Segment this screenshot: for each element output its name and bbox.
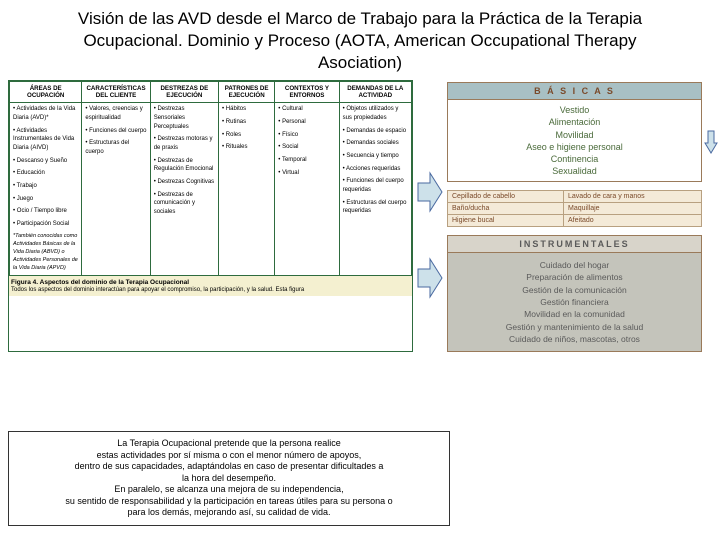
page-title: Visión de las AVD desde el Marco de Trab… <box>0 0 720 80</box>
main-row: ÁREAS DE OCUPACIÓN CARACTERÍSTICAS DEL C… <box>0 80 720 352</box>
li: Descanso y Sueño <box>13 157 78 166</box>
th-contextos: CONTEXTOS Y ENTORNOS <box>275 82 339 103</box>
table-footer: Figura 4. Aspectos del dominio de la Ter… <box>9 275 412 296</box>
li: Actividades Instrumentales de Vida Diari… <box>13 127 78 153</box>
cell-destrezas: Destrezas Sensoriales Perceptuales Destr… <box>150 103 218 275</box>
li: Roles <box>222 131 271 140</box>
th-areas: ÁREAS DE OCUPACIÓN <box>10 82 82 103</box>
basicas-item: Sexualidad <box>450 165 699 177</box>
basicas-item: Movilidad <box>450 129 699 141</box>
li: Ocio / Tiempo libre <box>13 207 78 216</box>
li: Personal <box>278 118 335 127</box>
li: Funciones del cuerpo <box>85 127 146 136</box>
basicas-body: Vestido Alimentación Movilidad Aseo e hi… <box>448 100 701 181</box>
th-caract: CARACTERÍSTICAS DEL CLIENTE <box>82 82 150 103</box>
li: Juego <box>13 195 78 204</box>
table-body-row: Actividades de la Vida Diaria (AVD)* Act… <box>10 103 412 275</box>
li: Estructuras del cuerpo requeridas <box>343 199 408 216</box>
li: Demandas de espacio <box>343 127 408 136</box>
li: Rutinas <box>222 118 271 127</box>
instr-item: Cuidado de niños, mascotas, otros <box>452 333 697 345</box>
li: Trabajo <box>13 182 78 191</box>
th-patrones: PATRONES DE EJECUCIÓN <box>219 82 275 103</box>
footer-text: Todos los aspectos del dominio interactú… <box>11 287 304 293</box>
li: Rituales <box>222 143 271 152</box>
li: Destrezas Cognitivas <box>154 178 215 187</box>
arrow-right-icon <box>417 257 443 299</box>
li: Físico <box>278 131 335 140</box>
li: Temporal <box>278 156 335 165</box>
col0-note: *También conocidas como Actividades Bási… <box>13 233 78 273</box>
li: Hábitos <box>222 105 271 114</box>
li: Secuencia y tiempo <box>343 152 408 161</box>
li: Participación Social <box>13 220 78 229</box>
sub-cell: Higiene bucal <box>448 215 564 227</box>
instr-head: INSTRUMENTALES <box>448 236 701 253</box>
instr-item: Cuidado del hogar <box>452 259 697 271</box>
li: Objetos utilizados y sus propiedades <box>343 105 408 122</box>
cell-caract: Valores, creencias y espiritualidad Func… <box>82 103 150 275</box>
instr-body: Cuidado del hogar Preparación de aliment… <box>448 253 701 351</box>
sub-cell: Lavado de cara y manos <box>564 191 702 203</box>
li: Virtual <box>278 169 335 178</box>
instrumentales-panel: INSTRUMENTALES Cuidado del hogar Prepara… <box>447 235 702 352</box>
basicas-item: Aseo e higiene personal <box>450 141 699 153</box>
li: Estructuras del cuerpo <box>85 139 146 156</box>
small-arrow-wrap <box>704 130 718 159</box>
instr-item: Gestión de la comunicación <box>452 284 697 296</box>
arrow-down-icon <box>704 130 718 154</box>
arrow-col <box>417 80 443 352</box>
li: Destrezas motoras y de praxis <box>154 135 215 152</box>
cell-patrones: Hábitos Rutinas Roles Rituales <box>219 103 275 275</box>
sub-cell: Baño/ducha <box>448 203 564 215</box>
basicas-item: Continencia <box>450 153 699 165</box>
right-col: B Á S I C A S Vestido Alimentación Movil… <box>447 80 702 352</box>
li: Destrezas de Regulación Emocional <box>154 157 215 174</box>
cell-areas: Actividades de la Vida Diaria (AVD)* Act… <box>10 103 82 275</box>
li: Destrezas de comunicación y sociales <box>154 191 215 217</box>
cell-demandas: Objetos utilizados y sus propiedades Dem… <box>339 103 411 275</box>
li: Social <box>278 143 335 152</box>
instr-item: Movilidad en la comunidad <box>452 308 697 320</box>
li: Acciones requeridas <box>343 165 408 174</box>
instr-item: Gestión financiera <box>452 296 697 308</box>
basicas-item: Vestido <box>450 104 699 116</box>
sub-table: Cepillado de cabelloLavado de cara y man… <box>447 190 702 227</box>
li: Destrezas Sensoriales Perceptuales <box>154 105 215 131</box>
th-destrezas: DESTREZAS DE EJECUCIÓN <box>150 82 218 103</box>
summary-box: La Terapia Ocupacional pretende que la p… <box>8 431 450 526</box>
li: Funciones del cuerpo requeridas <box>343 177 408 194</box>
sub-cell: Afeitado <box>564 215 702 227</box>
table-header-row: ÁREAS DE OCUPACIÓN CARACTERÍSTICAS DEL C… <box>10 82 412 103</box>
li: Demandas sociales <box>343 139 408 148</box>
basicas-item: Alimentación <box>450 116 699 128</box>
sub-cell: Maquillaje <box>564 203 702 215</box>
basicas-panel: B Á S I C A S Vestido Alimentación Movil… <box>447 82 702 182</box>
sub-cell: Cepillado de cabello <box>448 191 564 203</box>
basicas-head: B Á S I C A S <box>448 83 701 100</box>
footer-title: Figura 4. Aspectos del dominio de la Ter… <box>11 279 189 286</box>
arrow-right-icon <box>417 171 443 213</box>
li: Actividades de la Vida Diaria (AVD)* <box>13 105 78 122</box>
instr-item: Preparación de alimentos <box>452 271 697 283</box>
domain-table-wrap: ÁREAS DE OCUPACIÓN CARACTERÍSTICAS DEL C… <box>8 80 413 352</box>
domain-table: ÁREAS DE OCUPACIÓN CARACTERÍSTICAS DEL C… <box>9 81 412 274</box>
li: Cultural <box>278 105 335 114</box>
th-demandas: DEMANDAS DE LA ACTIVIDAD <box>339 82 411 103</box>
cell-contextos: Cultural Personal Físico Social Temporal… <box>275 103 339 275</box>
li: Educación <box>13 169 78 178</box>
li: Valores, creencias y espiritualidad <box>85 105 146 122</box>
instr-item: Gestión y mantenimiento de la salud <box>452 321 697 333</box>
